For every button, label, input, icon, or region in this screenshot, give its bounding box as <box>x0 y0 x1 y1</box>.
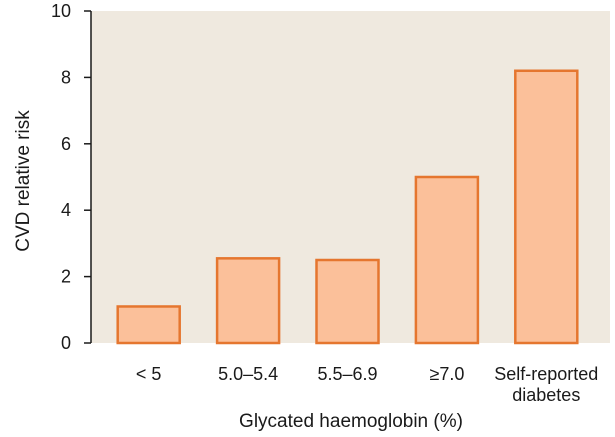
bar-4 <box>514 69 579 345</box>
bar-0 <box>116 305 181 345</box>
x-axis-title: Glycated haemoglobin (%) <box>239 411 463 432</box>
x-tick-label-0: < 5 <box>136 364 162 384</box>
bars <box>116 69 579 345</box>
y-tick-label-0: 0 <box>61 333 71 353</box>
bar-2 <box>315 258 380 345</box>
x-axis-labels: < 5 5.0–5.4 5.5–6.9 ≥7.0 Self-reported diabet… <box>136 364 598 405</box>
x-tick-label-1: 5.0–5.4 <box>218 364 278 384</box>
y-tick-label-5: 10 <box>51 1 71 21</box>
y-axis: 0 2 4 6 8 10 <box>51 1 92 353</box>
y-tick-label-1: 2 <box>61 267 71 287</box>
y-tick-label-3: 6 <box>61 134 71 154</box>
y-tick-label-2: 4 <box>61 200 71 220</box>
x-tick-label-4: Self-reported diabetes <box>494 364 598 405</box>
bar-1 <box>215 257 281 345</box>
x-tick-label-2: 5.5–6.9 <box>317 364 377 384</box>
y-tick-label-4: 8 <box>61 67 71 87</box>
x-tick-label-3: ≥7.0 <box>429 364 464 384</box>
bar-3 <box>414 175 480 345</box>
y-axis-title: CVD relative risk <box>13 110 34 252</box>
